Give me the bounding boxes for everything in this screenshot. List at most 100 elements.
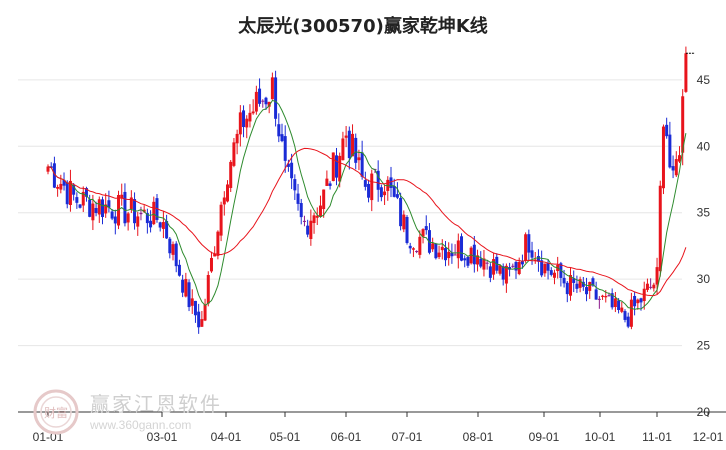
candle-body [267,101,271,107]
candle-body [569,275,573,296]
candle-body [187,282,191,308]
candle-body [235,133,239,144]
candle-body [322,189,326,210]
candle-body [213,253,217,257]
candle-body [437,252,441,258]
candle-body [107,200,111,208]
candle-body [318,205,322,217]
candle-body [238,112,242,135]
candle-body [209,257,213,272]
candle-body [338,155,342,182]
candle-body [78,204,82,208]
candle-body [379,187,383,198]
candle-body [84,188,88,197]
candle-body [418,236,422,255]
candle-body [286,163,290,167]
candle-body [408,245,412,249]
candle-body [620,307,624,312]
candle-body [671,166,675,171]
candle-body [296,193,300,204]
candle-body [453,254,457,256]
candle-body [309,220,313,240]
candle-body [601,295,605,297]
candle-body [72,185,76,195]
candle-body [261,100,265,102]
candle-body [540,260,544,276]
candle-body [315,215,319,218]
candle-body [633,295,637,307]
candle-body [677,155,681,162]
candle-body [594,289,598,300]
candle-body [674,159,678,176]
candle-body [203,304,207,321]
candle-body [219,204,223,236]
x-tick-label: 06-01 [331,430,362,444]
candle-body [110,211,114,219]
candle-body [370,173,374,201]
candle-body [655,267,659,285]
candle-body [299,203,303,218]
candle-body [681,96,685,153]
candle-body [524,234,528,261]
candle-body [81,191,85,206]
candle-body [415,251,419,253]
candle-body [395,194,399,198]
candle-body [171,244,175,255]
candle-body [456,240,460,259]
candle-body [248,112,252,122]
candle-body [668,134,672,168]
x-tick-label: 12-01 [693,430,724,444]
candle-body [460,236,464,261]
candle-body [145,213,149,224]
candle-body [242,110,246,128]
candle-body [126,213,130,223]
candle-body [527,234,531,253]
candle-body [65,182,69,205]
candle-body [59,183,63,190]
candle-body [88,199,92,217]
candle-body [447,251,451,259]
candle-body [546,262,550,271]
candle-body [652,284,656,289]
candle-body [200,319,204,327]
candle-body [232,142,236,166]
candle-body [440,246,444,251]
candle-body [411,248,415,250]
candle-body [661,126,665,189]
watermark-logo-icon: 财富 [33,389,79,435]
candle-body [431,243,435,250]
candle-body [206,274,210,304]
candle-body [578,279,582,288]
candle-body [501,266,505,280]
candle-body [597,298,601,300]
candle-body [94,208,98,214]
candle-body [610,293,614,308]
candle-body [222,197,226,205]
candle-body [511,265,515,267]
candle-body [197,311,201,328]
x-tick-label: 03-01 [147,430,178,444]
candle-body [274,77,278,119]
candle-body [68,180,72,206]
candle-body [504,265,508,284]
candle-body [492,259,496,275]
x-tick-label: 09-01 [529,430,560,444]
candle-body [100,199,104,218]
candle-body [613,298,617,308]
candle-body [325,178,329,186]
candle-body [270,77,274,100]
candle-body [290,162,294,179]
candle-body [75,197,79,203]
x-tick-label: 05-01 [270,430,301,444]
candle-body [389,177,393,188]
candle-body [536,256,540,262]
x-tick-label: 04-01 [211,430,242,444]
candle-body [363,180,367,187]
candle-body [334,155,338,178]
candle-body [277,124,281,137]
x-tick-label: 07-01 [392,430,423,444]
candle-body [443,248,447,261]
candle-body [376,170,380,190]
candle-body [293,179,297,191]
candle-body [581,281,585,287]
